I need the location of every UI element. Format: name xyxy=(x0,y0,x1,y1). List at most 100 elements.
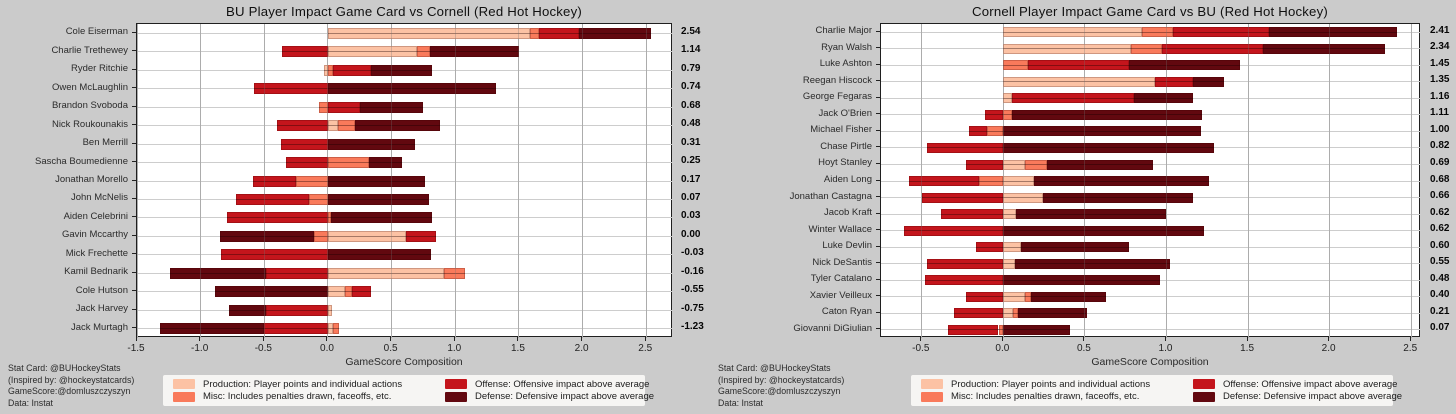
x-tick-mark xyxy=(1001,337,1003,341)
player-label: Reegan Hiscock xyxy=(802,74,872,86)
bar-segment-offense xyxy=(1173,27,1270,38)
player-label: Jacob Kraft xyxy=(823,207,872,219)
bar-midline xyxy=(219,235,437,237)
bar-midline xyxy=(236,199,429,200)
credits-line: Data: Instat xyxy=(718,397,763,408)
player-label: Tyler Catalano xyxy=(810,273,872,285)
bar-segment-misc xyxy=(987,126,1004,137)
player-label: Cole Hutson xyxy=(75,284,128,296)
legend-swatch-offense xyxy=(1193,379,1215,390)
y-tick-mark xyxy=(132,271,136,273)
bar-segment-offense xyxy=(236,194,309,205)
player-label: Jonathan Castagna xyxy=(789,190,872,202)
bar-midline xyxy=(252,180,425,182)
gridline-overlay xyxy=(454,24,456,338)
bar-segment-production xyxy=(328,267,444,279)
gridline-overlay xyxy=(1084,24,1086,338)
bar-segment-misc xyxy=(1003,60,1028,71)
x-tick-mark xyxy=(135,337,137,341)
total-label: 0.62 xyxy=(1430,223,1450,235)
bar-segment-offense xyxy=(328,101,360,113)
bar-midline xyxy=(925,279,1160,281)
x-tick-mark xyxy=(1083,337,1085,341)
total-label: 0.21 xyxy=(1430,305,1450,317)
bar-segment-offense xyxy=(954,308,1004,319)
bar-segment-production xyxy=(1003,209,1017,220)
legend-swatch-production xyxy=(173,379,195,390)
gridline-overlay xyxy=(1329,24,1331,338)
bar-segment-misc xyxy=(1024,159,1048,170)
bar-segment-misc xyxy=(296,175,328,187)
x-tick-mark xyxy=(1164,337,1166,341)
bu-impact-chart: BU Player Impact Game Card vs Cornell (R… xyxy=(35,4,704,406)
bar-midline xyxy=(324,69,433,71)
total-label: 0.25 xyxy=(681,155,701,167)
total-label: 0.69 xyxy=(1430,156,1450,168)
legend: Production: Player points and individual… xyxy=(911,375,1402,406)
gridline xyxy=(881,329,1421,331)
bar-segment-misc xyxy=(998,324,1004,335)
bar-midline xyxy=(1003,64,1240,66)
gridline xyxy=(137,162,673,164)
bar-segment-defense xyxy=(1003,275,1160,286)
gridline xyxy=(1329,24,1331,338)
bar-segment-misc xyxy=(308,194,328,205)
y-tick-mark xyxy=(132,216,136,218)
total-label: 0.60 xyxy=(1430,239,1450,251)
legend-item-label: Production: Player points and individual… xyxy=(203,378,403,390)
bar-segment-offense xyxy=(252,175,297,187)
bar-segment-offense xyxy=(985,109,1004,120)
y-tick-mark xyxy=(876,311,880,313)
x-tick-label: -0.5 xyxy=(254,343,272,354)
bar-segment-defense xyxy=(1133,93,1193,104)
x-tick-mark xyxy=(390,337,392,341)
y-tick-mark xyxy=(876,63,880,65)
gridline-overlay xyxy=(1247,24,1249,338)
bar-midline xyxy=(319,106,424,108)
bar-segment-production xyxy=(1003,242,1022,253)
bar-segment-misc xyxy=(417,46,430,58)
bar-segment-misc xyxy=(1024,291,1032,302)
bar-segment-defense xyxy=(330,212,433,224)
total-label: 1.16 xyxy=(1430,90,1450,102)
x-tick-label: 0.5 xyxy=(1076,343,1091,354)
bar-segment-defense xyxy=(1129,60,1240,71)
bar-segment-misc xyxy=(443,267,466,279)
y-tick-mark xyxy=(876,80,880,82)
total-label: 1.35 xyxy=(1430,74,1450,86)
y-tick-mark xyxy=(132,197,136,199)
bar-segment-production xyxy=(1003,291,1025,302)
bar-segment-offense xyxy=(903,225,1004,236)
x-tick-label: 2.5 xyxy=(638,343,653,354)
bar-segment-offense xyxy=(333,64,372,76)
bar-midline xyxy=(277,125,440,127)
bar-segment-misc xyxy=(1130,43,1162,54)
bar-segment-defense xyxy=(328,249,432,261)
player-label: Brandon Svoboda xyxy=(51,100,128,112)
legend-swatch-production xyxy=(921,379,943,390)
bar-segment-offense xyxy=(1161,43,1263,54)
y-tick-mark xyxy=(876,328,880,330)
bar-segment-misc xyxy=(328,64,334,76)
gridline xyxy=(137,309,673,311)
x-tick-mark xyxy=(262,337,264,341)
plot-area xyxy=(880,23,1421,338)
player-label: Nick DeSantis xyxy=(812,256,872,268)
y-tick-mark xyxy=(132,327,136,329)
player-label: Hoyt Stanley xyxy=(818,157,872,169)
credits: Stat Card: @BUHockeyStats (Inspired by: @… xyxy=(718,363,844,409)
bar-segment-misc xyxy=(333,323,340,335)
total-label: 1.00 xyxy=(1430,123,1450,135)
bar-segment-offense xyxy=(405,230,437,242)
total-label: -1.23 xyxy=(681,321,704,333)
total-label: 2.54 xyxy=(681,25,701,37)
bar-segment-offense xyxy=(926,258,1004,269)
bar-midline xyxy=(280,143,415,145)
total-label: 1.45 xyxy=(1430,57,1450,69)
gridline xyxy=(881,246,1421,248)
bar-segment-defense xyxy=(1042,192,1193,203)
bar-segment-defense xyxy=(429,46,519,58)
gridline-overlay xyxy=(1165,24,1167,338)
gridline-overlay xyxy=(200,24,202,338)
total-label: -0.55 xyxy=(681,284,704,296)
